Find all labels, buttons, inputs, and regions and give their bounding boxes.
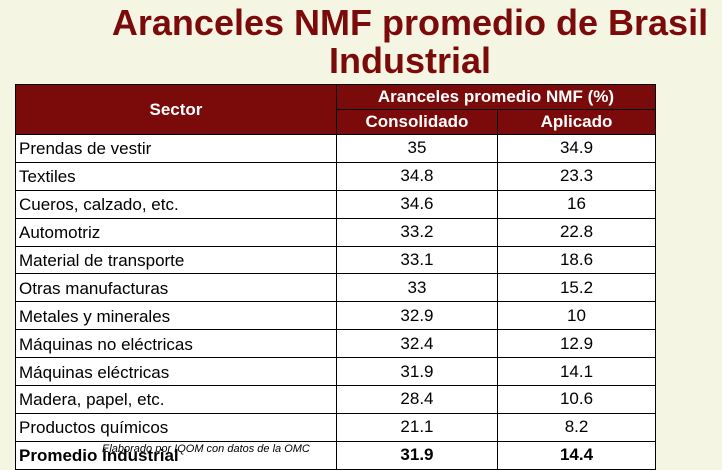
sector-cell: Otras manufacturas: [15, 273, 337, 303]
applied-cell: 8.2: [497, 412, 656, 442]
applied-cell: 34.9: [497, 134, 656, 163]
sector-cell: Máquinas eléctricas: [15, 357, 337, 387]
sector-cell: Metales y minerales: [15, 301, 337, 331]
sector-cell: Productos químicos: [15, 412, 337, 442]
header-sector: Sector: [15, 84, 337, 135]
consolidated-cell: 33.2: [335, 217, 499, 247]
sector-cell: Máquinas no eléctricas: [15, 329, 337, 359]
applied-cell: 16: [497, 189, 656, 219]
table-row-total: Promedio industrial 31.9 14.4: [15, 440, 656, 470]
consolidated-cell: 32.4: [335, 329, 499, 359]
consolidated-cell: 31.9: [335, 440, 499, 470]
table-row: Metales y minerales 32.9 10: [15, 301, 656, 331]
consolidated-cell: 32.9: [335, 301, 499, 331]
header-group: Aranceles promedio NMF (%): [335, 84, 657, 110]
applied-cell: 12.9: [497, 329, 656, 359]
sector-cell: Textiles: [15, 161, 337, 191]
header-consolidated: Consolidado: [335, 109, 499, 135]
consolidated-cell: 28.4: [335, 385, 499, 414]
sector-cell: Madera, papel, etc.: [15, 385, 337, 414]
table-row: Automotriz 33.2 22.8: [15, 217, 656, 247]
sector-cell: Prendas de vestir: [15, 134, 337, 163]
consolidated-cell: 34.6: [335, 189, 499, 219]
sector-cell: Automotriz: [15, 217, 337, 247]
header-applied: Aplicado: [497, 109, 656, 135]
applied-cell: 18.6: [497, 245, 656, 275]
table-row: Otras manufacturas 33 15.2: [15, 273, 656, 303]
title-line-2: Industrial: [328, 40, 492, 81]
table-row: Textiles 34.8 23.3: [15, 161, 656, 191]
source-note: Elaborado por IQOM con datos de la OMC: [102, 443, 310, 455]
sector-cell: Material de transporte: [15, 245, 337, 275]
applied-cell: 22.8: [497, 217, 656, 247]
applied-cell: 14.4: [497, 440, 656, 470]
consolidated-cell: 33.1: [335, 245, 499, 275]
applied-cell: 15.2: [497, 273, 656, 303]
table-row: Madera, papel, etc. 28.4 10.6: [15, 385, 656, 414]
title-line-1: Aranceles NMF promedio de Brasil: [111, 2, 709, 43]
table-row: Prendas de vestir 35 34.9: [15, 134, 656, 163]
table-row: Máquinas no eléctricas 32.4 12.9: [15, 329, 656, 359]
tariffs-table: Sector Aranceles promedio NMF (%) Consol…: [15, 84, 657, 470]
consolidated-cell: 21.1: [335, 412, 499, 442]
sector-cell: Cueros, calzado, etc.: [15, 189, 337, 219]
table-row: Máquinas eléctricas 31.9 14.1: [15, 357, 656, 387]
table-row: Productos químicos 21.1 8.2: [15, 412, 656, 442]
applied-cell: 14.1: [497, 357, 656, 387]
sector-cell: Promedio industrial: [15, 440, 337, 470]
consolidated-cell: 31.9: [335, 357, 499, 387]
applied-cell: 23.3: [497, 161, 656, 191]
consolidated-cell: 35: [335, 134, 499, 163]
applied-cell: 10.6: [497, 385, 656, 414]
consolidated-cell: 33: [335, 273, 499, 303]
table-row: Material de transporte 33.1 18.6: [15, 245, 656, 275]
applied-cell: 10: [497, 301, 656, 331]
table-row: Cueros, calzado, etc. 34.6 16: [15, 189, 656, 219]
page-title: Aranceles NMF promedio de Brasil Industr…: [60, 4, 722, 80]
consolidated-cell: 34.8: [335, 161, 499, 191]
